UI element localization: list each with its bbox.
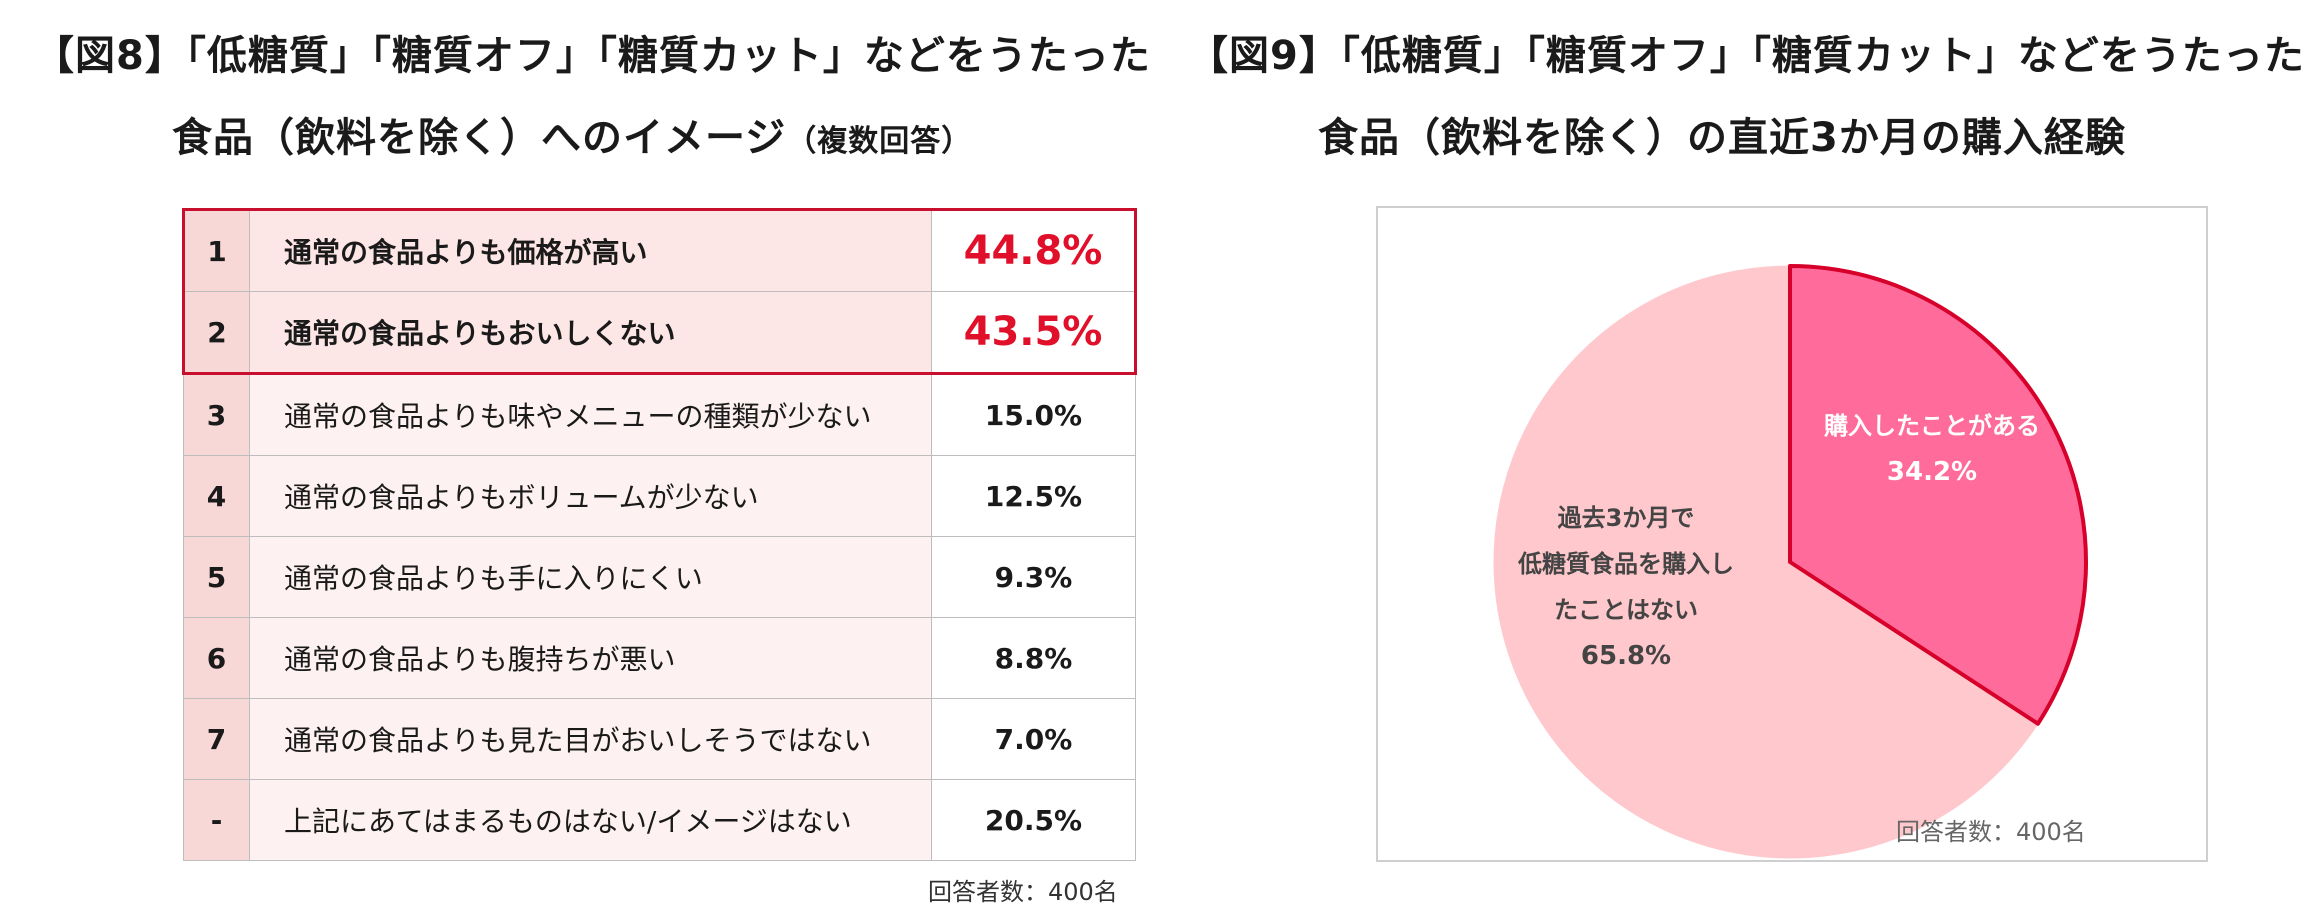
rank-cell: 3 xyxy=(183,373,250,456)
figure9-title-line1: 【図9】「低糖質」「糖質オフ」「糖質カット」などをうたった xyxy=(1188,33,2302,79)
figure8-respondents: 回答者数：400名 xyxy=(928,878,1118,906)
percentage-cell: 12.5% xyxy=(931,455,1136,537)
pie-slice-not-purchased xyxy=(1493,265,2039,859)
figure9-title-line2: 食品（飲料を除く）の直近3か月の購入経験 xyxy=(1318,115,2126,161)
figure9-respondents: 回答者数：400名 xyxy=(1896,818,2086,846)
item-label-cell: 通常の食品よりも見た目がおいしそうではない xyxy=(249,698,932,780)
rank-cell: 4 xyxy=(183,455,250,537)
table-row: 7 通常の食品よりも見た目がおいしそうではない 7.0% xyxy=(183,698,1136,780)
rank-cell: 2 xyxy=(182,291,250,375)
figure8-title-line2: 食品（飲料を除く）へのイメージ（複数回答） xyxy=(172,106,972,174)
pie-label-not-purchased-line: 過去3か月で xyxy=(1558,504,1695,532)
item-label-cell: 通常の食品よりも腹持ちが悪い xyxy=(249,617,932,699)
rank-cell: 6 xyxy=(183,617,250,699)
table-row: 3 通常の食品よりも味やメニューの種類が少ない 15.0% xyxy=(183,373,1136,456)
pie-label-not-purchased-line: 低糖質食品を購入し xyxy=(1517,550,1734,578)
ranking-table: 1 通常の食品よりも価格が高い 44.8% 2 通常の食品よりもおいしくない 43.5% 3… xyxy=(182,208,1137,861)
figure8-title-line1: 【図8】「低糖質」「糖質オフ」「糖質カット」などをうたった xyxy=(34,33,1151,79)
item-label-cell: 通常の食品よりも価格が高い xyxy=(249,208,932,292)
table-row: 6 通常の食品よりも腹持ちが悪い 8.8% xyxy=(183,617,1136,699)
pie-slice-purchased xyxy=(1788,264,2088,726)
percentage-cell: 44.8% xyxy=(931,208,1137,292)
percentage-cell: 15.0% xyxy=(931,373,1136,456)
rank-cell: 5 xyxy=(183,536,250,618)
pie-chart-frame: 購入したことがある 34.2% 過去3か月で低糖質食品を購入し たことはない 65.8% xyxy=(1376,206,2208,862)
rank-cell: - xyxy=(183,779,250,861)
rank-cell: 1 xyxy=(182,208,250,292)
percentage-cell: 8.8% xyxy=(931,617,1136,699)
percentage-cell: 9.3% xyxy=(931,536,1136,618)
table-row: 1 通常の食品よりも価格が高い 44.8% xyxy=(182,208,1137,292)
pie-label-purchased: 購入したことがある xyxy=(1824,412,2040,440)
pie-value-purchased: 34.2% xyxy=(1887,457,1977,487)
item-label-cell: 通常の食品よりもおいしくない xyxy=(249,291,932,375)
pie-label-not-purchased-line: たことはない xyxy=(1554,596,1698,624)
table-row: 2 通常の食品よりもおいしくない 43.5% xyxy=(182,291,1137,375)
rank-cell: 7 xyxy=(183,698,250,780)
item-label-cell: 通常の食品よりも味やメニューの種類が少ない xyxy=(249,373,932,456)
percentage-cell: 20.5% xyxy=(931,779,1136,861)
item-label-cell: 通常の食品よりもボリュームが少ない xyxy=(249,455,932,537)
table-row: 5 通常の食品よりも手に入りにくい 9.3% xyxy=(183,536,1136,618)
percentage-cell: 7.0% xyxy=(931,698,1136,780)
item-label-cell: 通常の食品よりも手に入りにくい xyxy=(249,536,932,618)
table-row: 4 通常の食品よりもボリュームが少ない 12.5% xyxy=(183,455,1136,537)
figure8-title-note: （複数回答） xyxy=(786,124,973,159)
item-label-cell: 上記にあてはまるものはない/イメージはない xyxy=(249,779,932,861)
percentage-cell: 43.5% xyxy=(931,291,1137,375)
pie-value-not-purchased: 65.8% xyxy=(1581,641,1671,671)
figure8-title-main: 食品（飲料を除く）へのイメージ xyxy=(172,115,787,161)
table-row: - 上記にあてはまるものはない/イメージはない 20.5% xyxy=(183,779,1136,861)
